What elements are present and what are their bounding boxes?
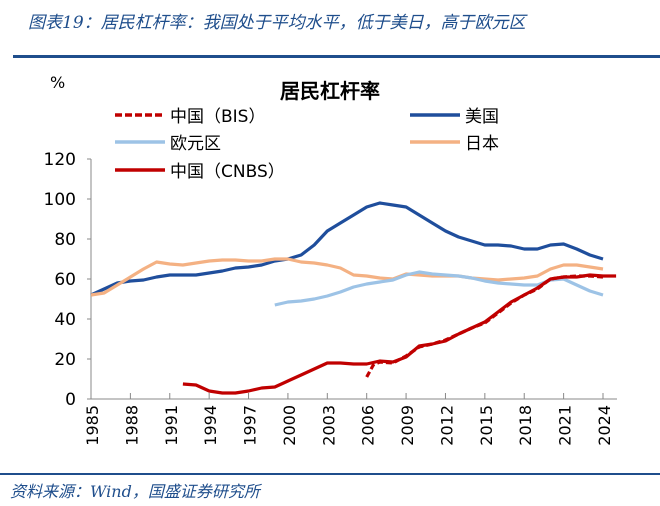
x-tick-label: 2015 xyxy=(477,405,496,446)
y-tick-label: 120 xyxy=(44,150,76,170)
x-tick-label: 2003 xyxy=(319,405,338,446)
x-tick-label: 1988 xyxy=(122,405,141,446)
y-tick-label: 40 xyxy=(54,310,76,330)
x-tick-label: 1994 xyxy=(201,405,220,446)
x-tick-label: 2012 xyxy=(437,405,456,446)
header-divider xyxy=(13,55,660,58)
x-tick-label: 2024 xyxy=(595,405,614,446)
x-tick-label: 1991 xyxy=(162,405,181,446)
legend-label-0: 中国（BIS） xyxy=(170,107,265,127)
y-tick-label: 20 xyxy=(54,350,76,370)
x-tick-label: 2006 xyxy=(359,405,378,446)
y-tick-label: 60 xyxy=(54,270,76,290)
legend-label-4: 中国（CNBS） xyxy=(170,162,285,182)
legend-label-2: 欧元区 xyxy=(170,134,221,154)
x-tick-label: 1997 xyxy=(241,405,260,446)
x-tick-label: 2021 xyxy=(556,405,575,446)
legend-label-3: 日本 xyxy=(465,134,499,154)
y-tick-label: 0 xyxy=(65,390,76,410)
x-tick-label: 1985 xyxy=(83,405,102,446)
y-axis-unit: % xyxy=(50,73,65,92)
series-line-4 xyxy=(182,273,617,395)
legend-label-1: 美国 xyxy=(465,107,499,127)
source-note: 资料来源：Wind，国盛证券研究所 xyxy=(10,482,260,501)
chart-title: 居民杠杆率 xyxy=(280,79,380,103)
series-line-0 xyxy=(365,274,604,378)
figure-caption: 图表19：居民杠杆率：我国处于平均水平，低于美日，高于欧元区 xyxy=(28,13,526,33)
y-tick-label: 80 xyxy=(54,230,76,250)
x-tick-label: 2000 xyxy=(280,405,299,446)
y-tick-label: 100 xyxy=(44,190,76,210)
series-line-3 xyxy=(90,257,604,297)
x-tick-label: 2009 xyxy=(398,405,417,446)
footer-divider xyxy=(0,473,660,475)
series-line-1 xyxy=(90,201,604,297)
x-tick-label: 2018 xyxy=(516,405,535,446)
